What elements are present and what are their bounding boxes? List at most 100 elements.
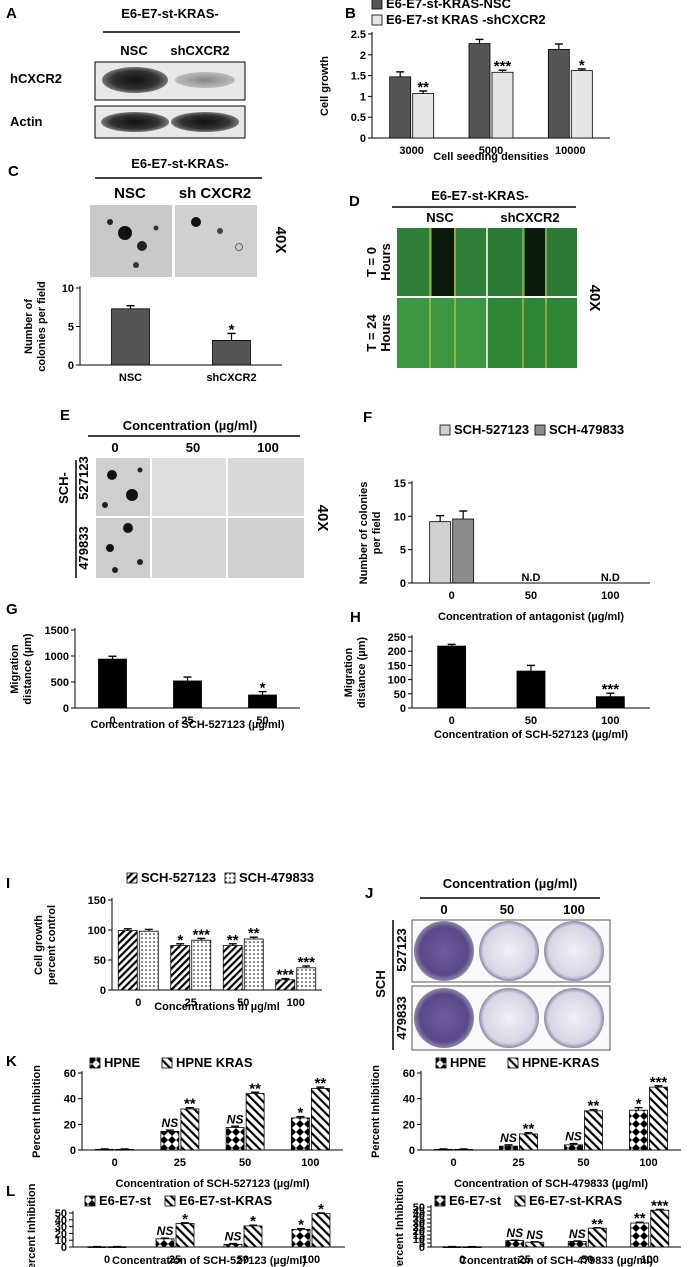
significance-label: **: [227, 932, 239, 949]
blot-row-hcxcr2: hCXCR2: [10, 71, 62, 86]
significance-label: *: [579, 57, 585, 74]
y-tick-label: 0: [68, 360, 74, 372]
y-tick-label: 50: [55, 1208, 67, 1220]
significance-label: *: [182, 1211, 188, 1228]
chart-i: I 0 50 100 150 Cell growth percent control 0 25 5…: [6, 870, 322, 1013]
x-tick-label: 100: [639, 1157, 657, 1169]
y-tick-label: 40: [413, 1210, 425, 1222]
e-header: Concentration (µg/ml): [123, 418, 258, 433]
x-tick-label: 50: [239, 1157, 251, 1169]
y-axis-label: Percent Inhibition: [31, 1065, 43, 1158]
bar: [516, 670, 546, 709]
wound-row1-l2: Hours: [378, 314, 393, 352]
y-tick-label: 5: [68, 322, 74, 334]
significance-label: *: [260, 680, 266, 697]
bar: [547, 48, 570, 139]
panel-c-colony-images: C E6-E7-st-KRAS- NSC sh CXCR2 40X: [8, 156, 289, 277]
x-tick-label: 0: [459, 1254, 465, 1266]
significance-label: ***: [651, 1197, 669, 1214]
dish-479833-0: [414, 988, 474, 1048]
dish-527123-100: [544, 921, 604, 981]
j-col-0: 0: [440, 902, 447, 917]
significance-label: ***: [494, 58, 512, 75]
legend-swatch: [434, 1195, 446, 1207]
y-axis-label: Percent Inhibition: [26, 1183, 38, 1267]
legend-swatch: [371, 14, 383, 26]
panel-g-letter: G: [6, 601, 18, 618]
x-tick-label: 25: [169, 1254, 181, 1266]
wound-mag: 40X: [586, 285, 603, 312]
dish-527123-0: [414, 921, 474, 981]
y-tick-label: 50: [394, 689, 406, 701]
panel-l-letter: L: [6, 1183, 15, 1200]
y-axis-label: Percent Inhibition: [394, 1180, 406, 1267]
e-row-479833: 479833: [76, 526, 91, 569]
x-tick-label: 50: [581, 1254, 593, 1266]
y-axis-label: Migration: [343, 647, 355, 697]
y-tick-label: 150: [388, 660, 406, 672]
y-tick-label: 200: [388, 646, 406, 658]
legend-swatch: [89, 1057, 101, 1069]
x-tick-label: 50: [525, 715, 537, 727]
colony-label-nsc: NSC: [114, 185, 146, 202]
bar: [564, 1144, 583, 1151]
legend-label: E6-E7-st-KRAS: [179, 1193, 273, 1208]
panel-b-letter: B: [345, 5, 356, 22]
legend-swatch: [224, 872, 236, 884]
bar: [296, 967, 317, 991]
x-tick-label: 5000: [479, 145, 503, 157]
bar: [452, 518, 475, 584]
e-image-479833-50: [152, 518, 226, 578]
colony-image-sh: [175, 205, 257, 277]
y-tick-label: 25: [413, 1222, 425, 1234]
y-axis-label: Cell growth: [319, 56, 331, 116]
x-tick-label: 25: [512, 1157, 524, 1169]
bar: [243, 938, 264, 991]
bar: [310, 1088, 330, 1151]
significance-label: **: [315, 1075, 327, 1092]
legend-label: HPNE: [104, 1055, 140, 1070]
e-col-100: 100: [257, 440, 279, 455]
bar: [468, 43, 491, 139]
bar: [248, 694, 277, 709]
bar: [584, 1110, 603, 1151]
x-axis-label: Concentration of antagonist (µg/ml): [438, 611, 624, 623]
panel-i-letter: I: [6, 875, 10, 892]
x-tick-label: 100: [287, 997, 305, 1009]
bar: [412, 93, 435, 139]
significance-label: **: [634, 1210, 646, 1227]
significance-label: *: [229, 321, 235, 338]
x-axis-label: Cell seeding densities: [433, 151, 549, 163]
significance-label: N.D: [601, 572, 620, 584]
legend-swatch: [84, 1195, 96, 1207]
legend-label: HPNE: [450, 1055, 486, 1070]
blot-band-hcxcr2-nsc: [102, 67, 168, 93]
significance-label: *: [250, 1213, 256, 1230]
significance-label: **: [249, 1080, 261, 1097]
significance-label: ***: [602, 681, 620, 698]
y-tick-label: 150: [88, 895, 106, 907]
chart-h: H 0 50 100 150 200 250 Migration distance (µm) 0 5…: [343, 609, 650, 741]
j-row-527123: 527123: [394, 928, 409, 971]
colony: [137, 241, 147, 251]
y-tick-label: 30: [55, 1222, 67, 1234]
chart-g: G 0 500 1000 1500 Migration distance (µm) 0 25 50…: [6, 601, 300, 731]
wound-col-nsc: NSC: [426, 210, 454, 225]
y-tick-label: 20: [64, 1119, 76, 1131]
chart-k2: 0 20 40 60 Percent Inhibition 0 25 50 100 NS ** NS *…: [370, 1055, 681, 1190]
legend-label: E6-E7-st KRAS -shCXCR2: [386, 12, 546, 27]
bar: [173, 680, 202, 709]
x-axis-label: Concentrations in µg/ml: [154, 1001, 280, 1013]
legend-label: E6-E7-st-KRAS-NSC: [386, 0, 512, 11]
y-tick-label: 0: [400, 703, 406, 715]
legend-swatch: [164, 1195, 176, 1207]
significance-label: **: [591, 1216, 603, 1233]
panel-d-letter: D: [349, 193, 360, 210]
significance-label: N.D: [522, 572, 541, 584]
y-tick-label: 35: [413, 1214, 425, 1226]
y-tick-label: 0: [100, 985, 106, 997]
significance-label: ***: [650, 1074, 668, 1091]
wound-row0-l2: Hours: [378, 243, 393, 281]
